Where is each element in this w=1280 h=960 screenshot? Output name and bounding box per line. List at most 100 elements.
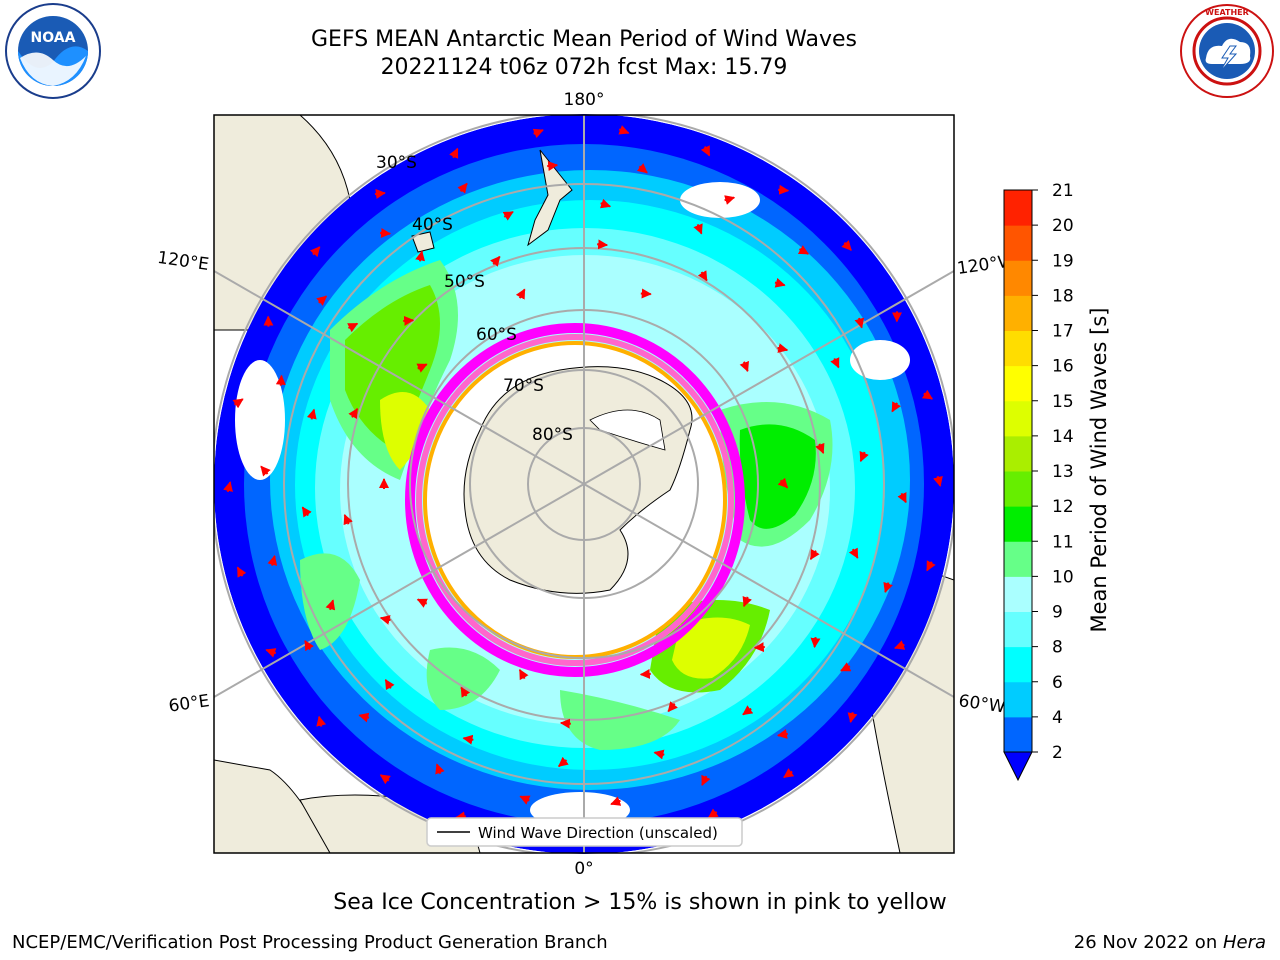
colorbar-tick-label: 8: [1052, 638, 1063, 658]
wind-wave-arrow: [891, 401, 901, 413]
wind-wave-arrow: [778, 184, 790, 195]
colorbar-segment: [1004, 716, 1032, 753]
wind-wave-arrow: [667, 701, 678, 713]
lon-label-120e: 120°E: [156, 248, 210, 275]
lat-label-80s: 80°S: [532, 425, 573, 445]
wind-wave-arrow: [348, 407, 359, 420]
wind-wave-arrow: [840, 662, 852, 672]
wind-wave-arrow: [742, 705, 754, 716]
colorbar-extend-arrow: [1003, 751, 1033, 782]
colorbar-tick-label: 20: [1052, 216, 1074, 236]
footer-date: 26 Nov 2022 on Hera: [1074, 932, 1266, 953]
colorbar-segment: [1004, 506, 1032, 542]
wind-wave-arrow: [933, 475, 943, 487]
wind-wave-arrow: [316, 295, 328, 306]
wind-wave-arrow: [783, 768, 795, 779]
footer-date-text: 26 Nov 2022 on: [1073, 932, 1223, 953]
wind-wave-arrow: [742, 595, 752, 608]
wind-wave-arrow: [618, 125, 630, 135]
colorbar-label: Mean Period of Wind Waves [s]: [1087, 308, 1111, 633]
lon-label-60e: 60°E: [167, 691, 210, 716]
wind-wave-arrow: [854, 317, 865, 329]
wind-wave-arrow: [653, 749, 665, 760]
colorbar-segment: [1004, 471, 1032, 507]
wind-wave-arrow: [559, 718, 571, 729]
colorbar-segment: [1004, 190, 1032, 226]
colorbar-segment: [1004, 365, 1032, 402]
wind-wave-arrow: [265, 648, 277, 658]
wind-wave-arrow: [358, 712, 370, 723]
lon-label-60w: 60°W: [957, 691, 1006, 717]
noaa-logo-text: NOAA: [31, 30, 76, 46]
wind-wave-arrow: [830, 357, 840, 369]
noaa-logo: NOAA: [5, 3, 101, 99]
wind-wave-arrow: [435, 763, 445, 775]
colorbar-tick-label: 13: [1052, 462, 1074, 482]
wind-wave-arrow: [693, 223, 703, 235]
wind-wave-arrow: [809, 548, 820, 561]
wind-wave-arrow: [847, 712, 858, 724]
chart-subtitle: 20221124 t06z 072h fcst Max: 15.79: [380, 55, 788, 80]
wind-wave-arrow: [599, 198, 612, 209]
wind-wave-arrow: [739, 360, 749, 373]
colorbar-tick-label: 11: [1052, 532, 1074, 552]
wind-wave-arrow: [519, 795, 531, 805]
wind-wave-arrow: [449, 147, 459, 159]
colorbar-tick-label: 21: [1052, 181, 1074, 201]
lat-label-30s: 30°S: [376, 153, 417, 173]
legend-label: Wind Wave Direction (unscaled): [478, 824, 718, 842]
colorbar-tick-label: 18: [1052, 286, 1074, 306]
wind-wave-arrow: [639, 668, 651, 679]
wind-wave-arrow: [859, 450, 869, 463]
colorbar: 2 4 6 8 9 10 11 12 13 14 15 16 17 18 19 20 21: [1003, 181, 1074, 782]
lat-label-40s: 40°S: [412, 215, 453, 235]
svg-text:WEATHER: WEATHER: [1205, 8, 1249, 17]
wind-wave-arrow: [841, 240, 852, 251]
wind-wave-arrow: [848, 547, 859, 559]
lat-label-70s: 70°S: [503, 376, 544, 396]
wind-wave-arrow: [815, 442, 825, 454]
wind-wave-arrow: [236, 566, 247, 578]
footer-machine: Hera: [1222, 932, 1266, 953]
wind-wave-arrow: [502, 210, 514, 221]
colorbar-tick-label: 14: [1052, 427, 1074, 447]
colorbar-segment: [1004, 295, 1032, 331]
sea-ice-caption: Sea Ice Concentration > 15% is shown in …: [333, 890, 947, 915]
wind-wave-arrow: [883, 581, 893, 594]
wind-wave-arrow: [374, 189, 386, 199]
wind-wave-arrow: [301, 506, 312, 518]
wind-wave-arrows: [223, 125, 943, 844]
wind-wave-arrow: [547, 161, 559, 171]
colorbar-segment: [1004, 646, 1032, 683]
wind-wave-arrow: [415, 250, 426, 262]
wind-wave-arrow: [926, 560, 936, 572]
colorbar-tick-label: 10: [1052, 567, 1074, 587]
wind-wave-arrow: [416, 598, 428, 608]
lon-label-180: 180°: [564, 90, 605, 110]
colorbar-segment: [1004, 400, 1032, 437]
wind-wave-arrow: [518, 668, 529, 681]
wind-wave-arrow: [343, 514, 353, 526]
wind-wave-arrow: [267, 555, 278, 566]
colorbar-tick-label: 2: [1052, 743, 1063, 763]
graticule: [214, 115, 954, 853]
wind-wave-arrow: [532, 128, 544, 139]
colorbar-tick-label: 16: [1052, 357, 1074, 377]
map-frame: [213, 114, 955, 854]
wind-wave-arrow: [894, 640, 906, 650]
wind-wave-arrow: [697, 270, 708, 282]
wind-wave-arrow: [379, 774, 391, 785]
colorbar-tick-label: 4: [1052, 708, 1063, 728]
colorbar-segment: [1004, 435, 1032, 472]
wind-wave-arrow: [610, 796, 622, 806]
wind-wave-arrow: [640, 288, 652, 299]
colorbar-segment: [1004, 541, 1032, 577]
colorbar-tick-label: 9: [1052, 603, 1063, 623]
colorbar-segment: [1004, 611, 1032, 648]
wind-wave-arrow: [777, 729, 789, 739]
chart-title: GEFS MEAN Antarctic Mean Period of Wind …: [311, 27, 857, 52]
wind-wave-arrow: [490, 255, 501, 267]
footer-organization: NCEP/EMC/Verification Post Processing Pr…: [12, 932, 608, 953]
wind-wave-arrow: [380, 228, 392, 239]
